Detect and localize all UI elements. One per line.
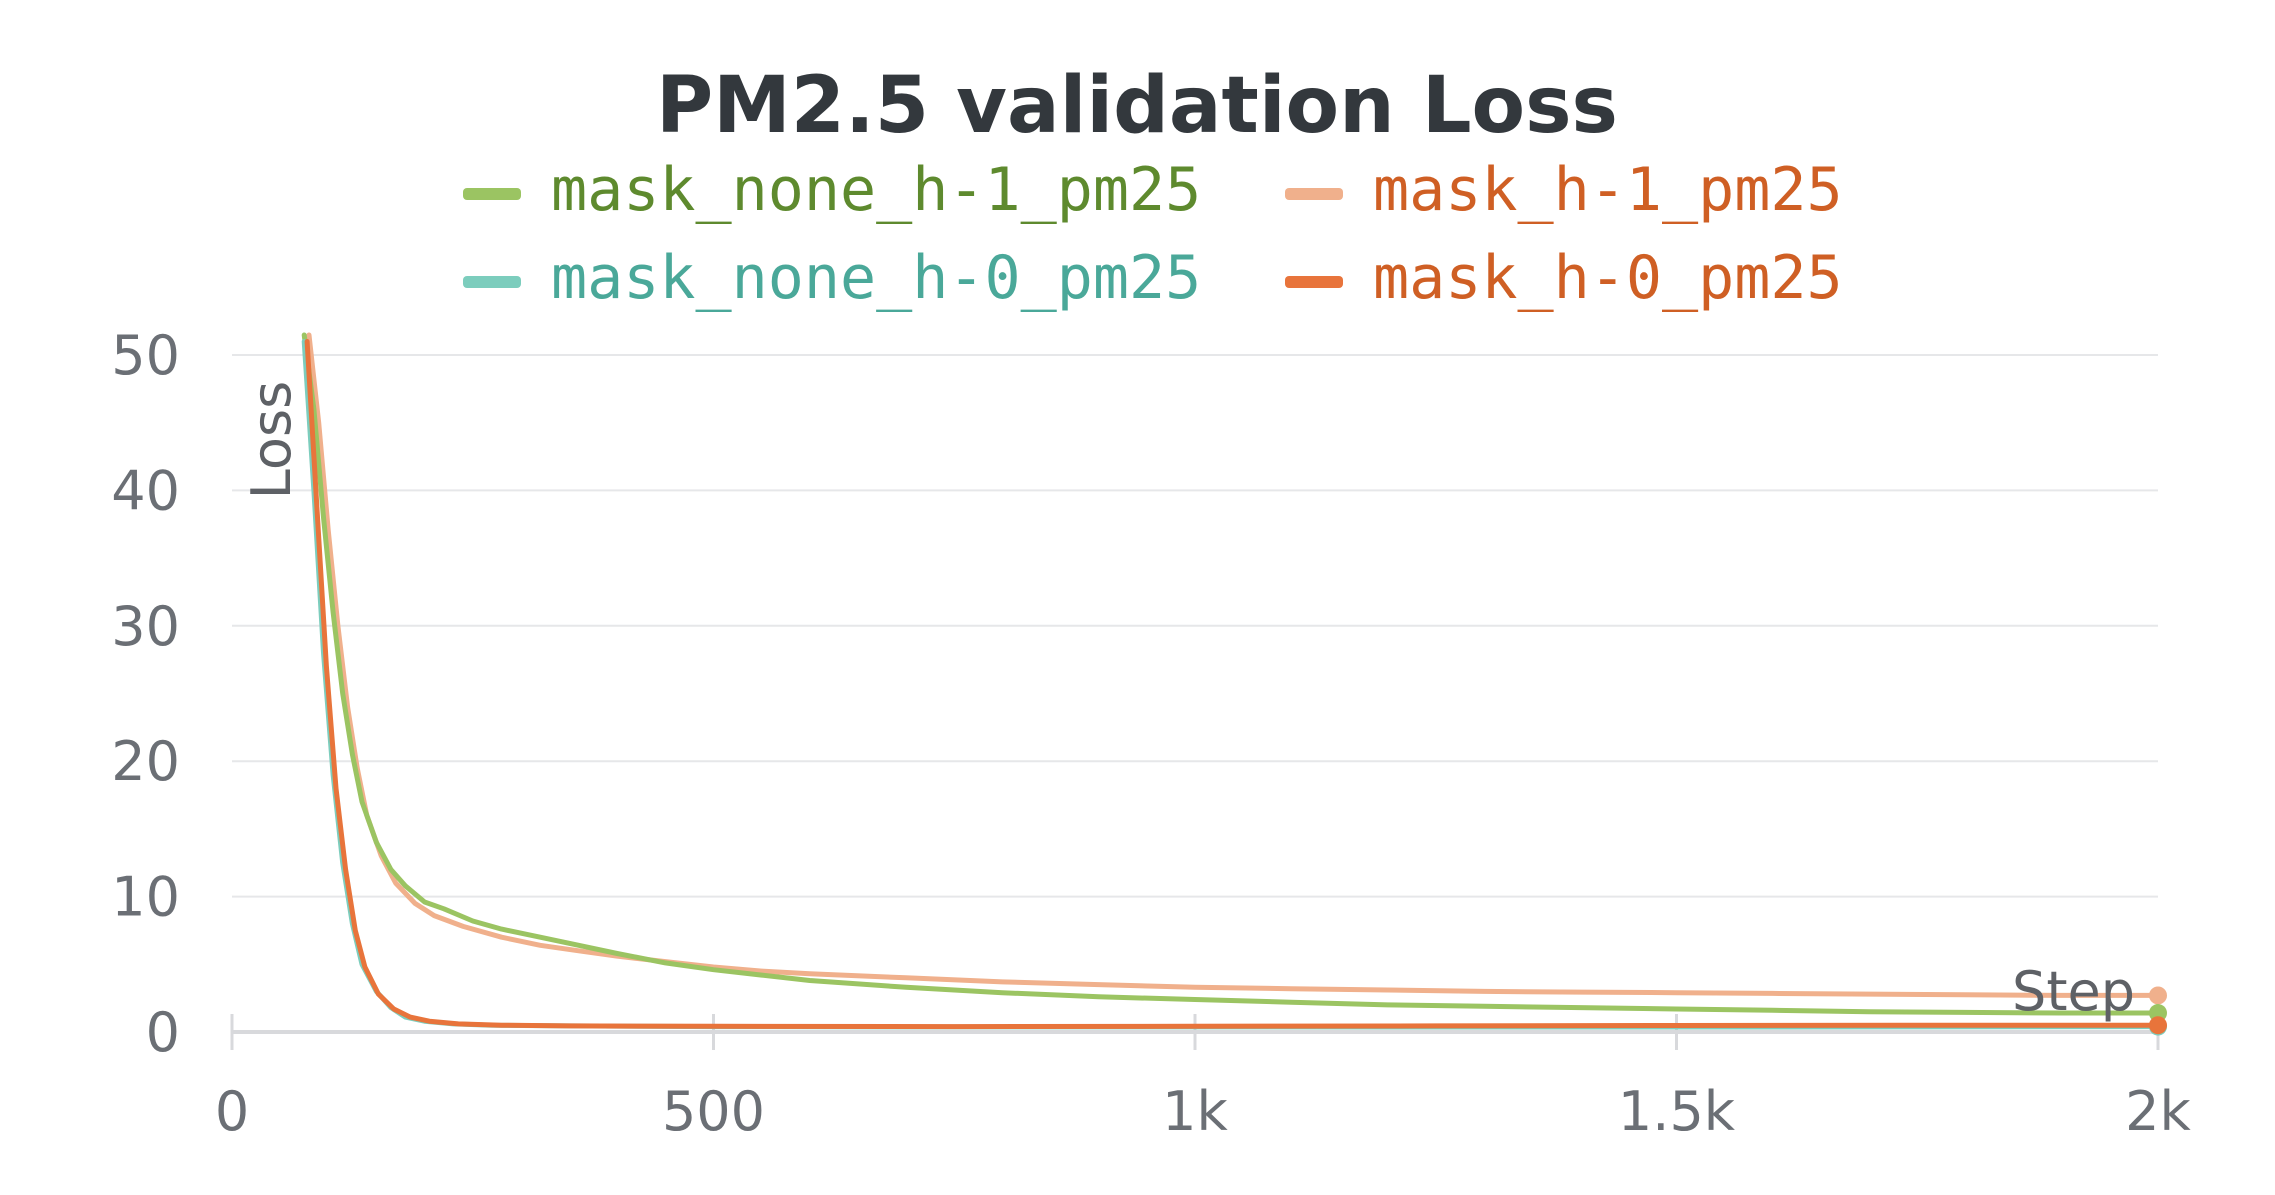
legend-swatch [1285, 276, 1343, 288]
y-tick-label: 0 [146, 1001, 180, 1064]
legend-item[interactable]: mask_h-0_pm25 [1285, 243, 1843, 313]
legend: mask_none_h-1_pm25 mask_h-1_pm25 mask_none… [463, 155, 1843, 313]
legend-swatch [463, 276, 521, 288]
series-line-mask_h-0_pm25 [304, 339, 2161, 1030]
series-line-mask_none_h-0_pm25 [301, 339, 2161, 1030]
series-end-point [2149, 1016, 2167, 1035]
legend-swatch [463, 188, 521, 200]
x-tick-label: 0 [215, 1080, 249, 1143]
y-tick-label: 30 [111, 595, 180, 658]
legend-item[interactable]: mask_h-1_pm25 [1285, 155, 1843, 225]
legend-label: mask_h-0_pm25 [1373, 243, 1843, 313]
series-end-point [2149, 986, 2167, 1005]
y-tick-label: 40 [111, 459, 180, 522]
y-tick-label: 10 [111, 866, 180, 929]
legend-label: mask_h-1_pm25 [1373, 155, 1843, 225]
legend-swatch [1285, 188, 1343, 200]
legend-item[interactable]: mask_none_h-0_pm25 [463, 243, 1201, 313]
x-tick-label: 1.5k [1618, 1080, 1736, 1143]
x-tick-label: 1k [1162, 1080, 1228, 1143]
series-line-mask_none_h-1_pm25 [301, 332, 2161, 1016]
gridlines [232, 354, 2158, 898]
plot-area [301, 332, 2167, 1036]
y-tick-label: 50 [111, 324, 180, 387]
legend-label: mask_none_h-0_pm25 [551, 243, 1201, 313]
y-axis-title: Loss [240, 381, 303, 499]
x-axis-title: Step [2012, 960, 2135, 1023]
chart-title: PM2.5 validation Loss [656, 61, 1618, 151]
legend-label: mask_none_h-1_pm25 [551, 155, 1201, 225]
legend-item[interactable]: mask_none_h-1_pm25 [463, 155, 1201, 225]
y-tick-label: 20 [111, 730, 180, 793]
x-tick-label: 500 [662, 1080, 765, 1143]
x-tick-label: 2k [2125, 1080, 2191, 1143]
axes [230, 1014, 2160, 1050]
